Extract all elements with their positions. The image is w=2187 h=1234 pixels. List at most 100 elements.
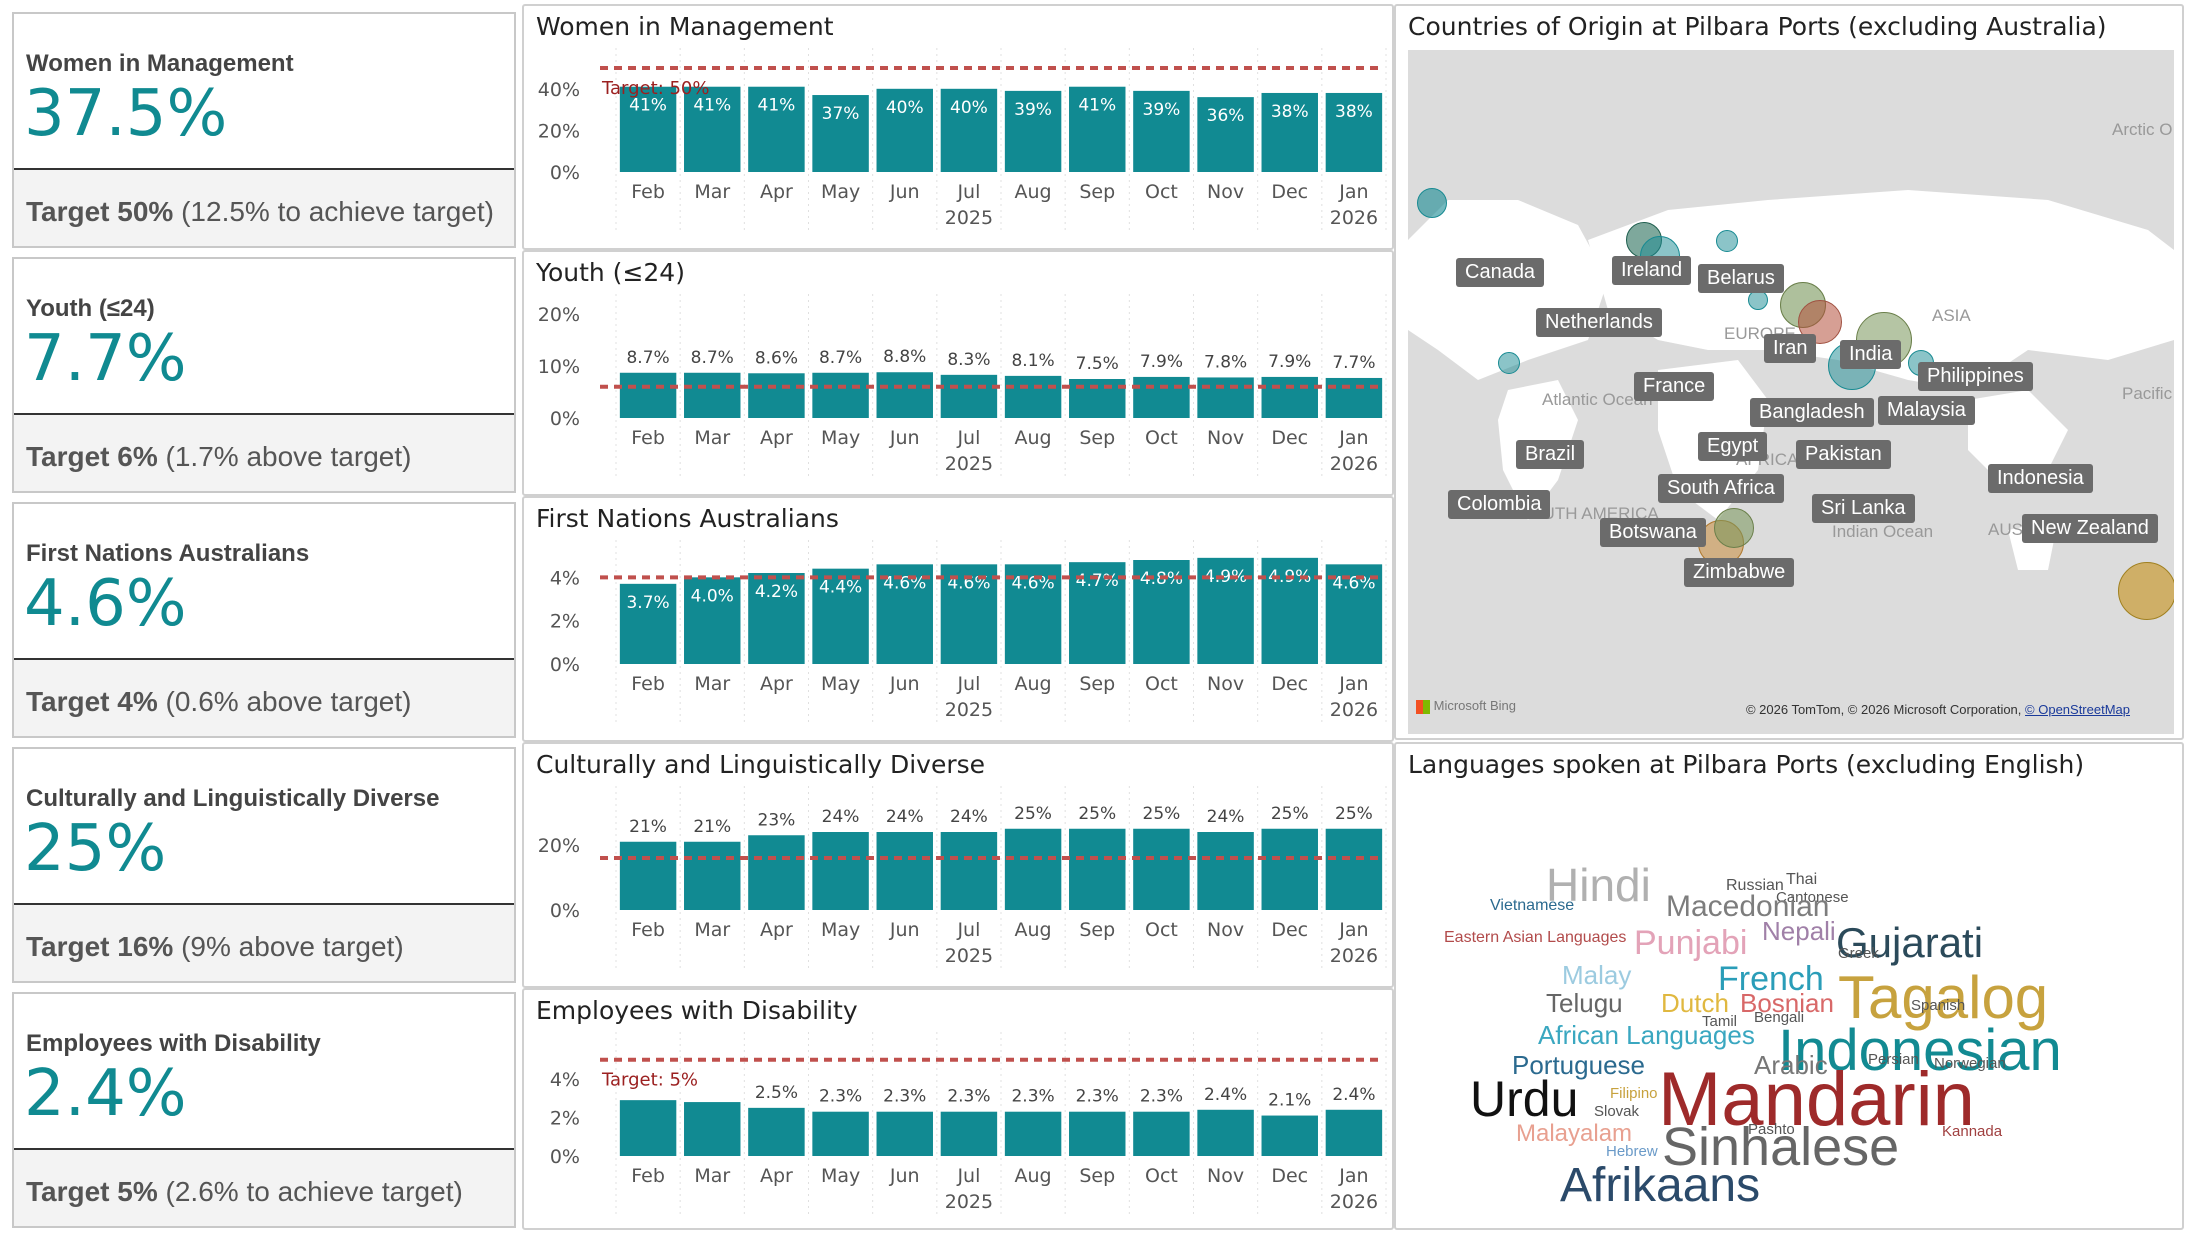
word-arabic[interactable]: Arabic — [1754, 1050, 1828, 1080]
kpi-value: 4.6% — [24, 567, 187, 641]
data-label: 3.7% — [626, 593, 669, 613]
y-tick-label: 20% — [538, 835, 580, 857]
kpi-target: Target 16% (9% above target) — [26, 931, 404, 963]
word-bosnian[interactable]: Bosnian — [1740, 988, 1834, 1018]
word-slovak[interactable]: Slovak — [1594, 1103, 1640, 1120]
map-label-malaysia[interactable]: Malaysia — [1878, 396, 1975, 425]
word-norwegian[interactable]: Norwegian — [1934, 1055, 2006, 1072]
map-label-botswana[interactable]: Botswana — [1600, 518, 1706, 547]
osm-link[interactable]: © OpenStreetMap — [2025, 702, 2130, 717]
map-label-ireland[interactable]: Ireland — [1612, 256, 1692, 285]
bar — [1133, 376, 1190, 418]
kpi-title: Culturally and Linguistically Diverse — [26, 785, 440, 812]
map-label-pakistan[interactable]: Pakistan — [1796, 440, 1891, 469]
word-malayalam[interactable]: Malayalam — [1516, 1120, 1633, 1147]
word-hebrew[interactable]: Hebrew — [1606, 1143, 1658, 1160]
data-label: 2.3% — [1011, 1087, 1054, 1107]
map-label-new-zealand[interactable]: New Zealand — [2022, 514, 2158, 543]
bar — [1197, 1109, 1254, 1156]
bar — [812, 372, 869, 418]
bar — [940, 832, 998, 910]
world-map[interactable]: Arctic O ASIA EUROPE Pacific Atlantic Oc… — [1408, 50, 2174, 734]
word-tagalog[interactable]: Tagalog — [1838, 964, 2049, 1031]
word-gujarati[interactable]: Gujarati — [1836, 919, 1984, 966]
map-label-france[interactable]: France — [1634, 372, 1715, 401]
x-tick-label: Mar — [694, 181, 730, 203]
x-tick-label: Jun — [889, 427, 920, 449]
word-filipino[interactable]: Filipino — [1610, 1085, 1658, 1102]
word-mandarin[interactable]: Mandarin — [1658, 1057, 1975, 1142]
word-kannada[interactable]: Kannada — [1942, 1123, 2003, 1140]
word-french[interactable]: French — [1718, 960, 1824, 998]
word-punjabi[interactable]: Punjabi — [1634, 924, 1748, 962]
bar — [1261, 828, 1318, 910]
x-tick-label: Aug — [1015, 1165, 1052, 1187]
data-label: 8.8% — [883, 347, 926, 367]
map-label-netherlands[interactable]: Netherlands — [1536, 308, 1662, 337]
word-portuguese[interactable]: Portuguese — [1512, 1050, 1645, 1080]
bar — [812, 568, 869, 664]
word-thai[interactable]: Thai — [1786, 871, 1818, 888]
map-bubble[interactable] — [1417, 188, 1447, 218]
chart-panel-disability: Employees with Disability 0% 2% 4% Feb Mar 2.… — [522, 988, 1394, 1230]
map-label-brazil[interactable]: Brazil — [1516, 440, 1585, 469]
word-nepali[interactable]: Nepali — [1762, 916, 1836, 946]
word-persian[interactable]: Persian — [1868, 1051, 1919, 1068]
word-greek[interactable]: Greek — [1838, 945, 1879, 962]
word-urdu[interactable]: Urdu — [1470, 1071, 1579, 1127]
word-vietnamese[interactable]: Vietnamese — [1490, 897, 1575, 914]
data-label: 21% — [693, 817, 731, 837]
kpi-card-first-nations: First Nations Australians 4.6% Target 4%… — [12, 502, 516, 738]
word-spanish[interactable]: Spanish — [1911, 997, 1966, 1014]
word-tamil[interactable]: Tamil — [1702, 1013, 1738, 1030]
word-dutch[interactable]: Dutch — [1661, 988, 1729, 1018]
map-label-iran[interactable]: Iran — [1764, 334, 1817, 363]
map-label-indonesia[interactable]: Indonesia — [1988, 464, 2093, 493]
map-label-colombia[interactable]: Colombia — [1448, 490, 1551, 519]
map-label-south-africa[interactable]: South Africa — [1658, 474, 1784, 503]
word-malay[interactable]: Malay — [1562, 960, 1632, 990]
map-label-bangladesh[interactable]: Bangladesh — [1750, 398, 1874, 427]
word-cantonese[interactable]: Cantonese — [1776, 889, 1849, 906]
map-label-zimbabwe[interactable]: Zimbabwe — [1684, 558, 1795, 587]
year-label: 2025 — [945, 699, 993, 721]
target-label: Target: 5% — [601, 1070, 698, 1091]
data-label: 24% — [950, 807, 988, 827]
word-hindi[interactable]: Hindi — [1546, 859, 1651, 911]
kpi-target-row: Target 5% (2.6% to achieve target) — [14, 1150, 514, 1226]
word-pashto[interactable]: Pashto — [1748, 1121, 1795, 1138]
map-label-canada[interactable]: Canada — [1456, 258, 1545, 287]
chart-panel-women: Women in Management 0% 20% 40% 41% Feb 41% Mar… — [522, 4, 1394, 250]
word-african-languages[interactable]: African Languages — [1538, 1020, 1755, 1050]
map-bubble[interactable] — [2118, 562, 2174, 620]
data-label: 39% — [1143, 100, 1181, 120]
word-macedonian[interactable]: Macedonian — [1666, 890, 1830, 923]
word-sinhalese[interactable]: Sinhalese — [1662, 1117, 1900, 1177]
bar — [619, 1100, 677, 1156]
word-telugu[interactable]: Telugu — [1546, 988, 1623, 1018]
y-tick-label: 20% — [538, 120, 580, 142]
map-bubble[interactable] — [1716, 230, 1738, 252]
bar — [748, 1107, 805, 1156]
data-label: 40% — [950, 98, 988, 118]
map-label-belarus[interactable]: Belarus — [1698, 264, 1784, 293]
map-bubble[interactable] — [1498, 352, 1520, 374]
map-label-sri-lanka[interactable]: Sri Lanka — [1812, 494, 1915, 523]
map-bubble[interactable] — [1714, 508, 1754, 548]
year-label: 2025 — [945, 945, 993, 967]
word-afrikaans[interactable]: Afrikaans — [1560, 1159, 1761, 1212]
word-eastern-asian-languages[interactable]: Eastern Asian Languages — [1444, 929, 1627, 946]
map-label-egypt[interactable]: Egypt — [1698, 432, 1768, 461]
word-russian[interactable]: Russian — [1726, 877, 1784, 894]
kpi-value: 25% — [24, 812, 167, 886]
map-bubble[interactable] — [1798, 300, 1842, 344]
word-bengali[interactable]: Bengali — [1754, 1009, 1805, 1026]
map-label-philippines[interactable]: Philippines — [1918, 362, 2033, 391]
bar — [619, 841, 677, 910]
map-label-india[interactable]: India — [1840, 340, 1902, 369]
bar — [748, 835, 805, 910]
x-tick-label: May — [821, 181, 860, 203]
word-indonesian[interactable]: Indonesian — [1778, 1018, 2062, 1083]
x-tick-label: Mar — [694, 427, 730, 449]
map-bubble[interactable] — [1748, 290, 1768, 310]
